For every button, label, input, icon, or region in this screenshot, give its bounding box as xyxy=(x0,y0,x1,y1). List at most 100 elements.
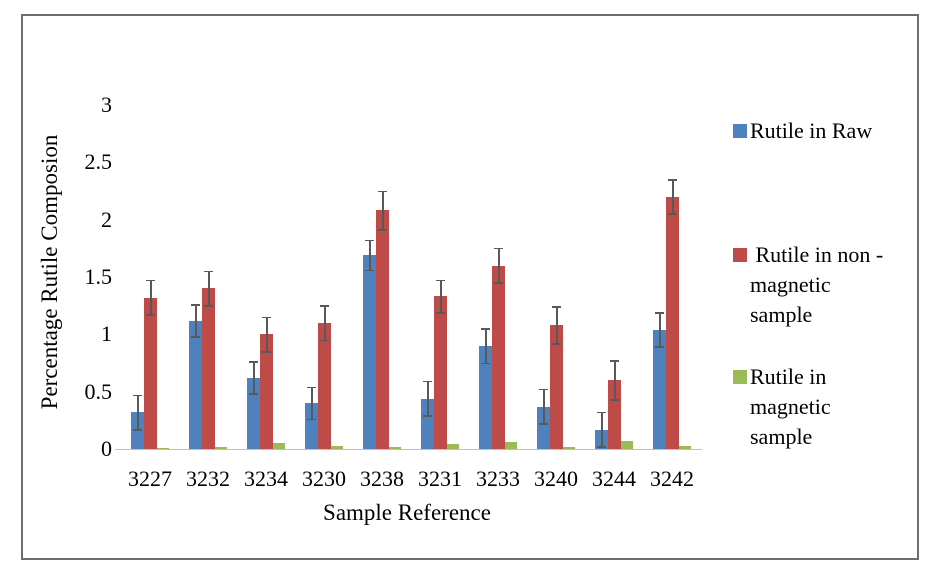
y-tick-label: 3 xyxy=(101,92,112,117)
error-bar-cap xyxy=(146,279,155,282)
error-bar xyxy=(137,395,139,430)
bar xyxy=(608,380,621,449)
bar xyxy=(273,443,285,449)
error-bar-cap xyxy=(249,393,258,395)
error-bar-cap xyxy=(655,312,664,314)
error-bar-cap xyxy=(133,429,142,431)
x-axis-title: Sample Reference xyxy=(323,500,491,525)
bar xyxy=(363,255,376,449)
error-bar-cap xyxy=(204,270,213,273)
bar xyxy=(447,444,459,449)
bar xyxy=(157,448,169,449)
bar xyxy=(421,399,434,449)
error-bar xyxy=(150,280,152,315)
bar xyxy=(537,407,550,449)
x-tick-label: 3234 xyxy=(244,466,288,491)
y-tick-label: 1 xyxy=(101,321,112,347)
bar xyxy=(247,378,260,449)
error-bar-cap xyxy=(610,399,619,401)
y-tick-label: 2 xyxy=(101,206,112,232)
error-bar xyxy=(672,179,674,214)
bar xyxy=(492,266,505,449)
error-bar-cap xyxy=(191,304,200,306)
bar xyxy=(331,446,343,449)
legend-item: Rutile in non - magnetic sample xyxy=(733,240,883,330)
figure-border xyxy=(21,14,919,560)
error-bar-cap xyxy=(249,361,258,363)
error-bar-cap xyxy=(133,394,142,397)
error-bar-cap xyxy=(146,314,155,316)
error-bar xyxy=(382,191,384,230)
error-bar xyxy=(195,304,197,337)
error-bar xyxy=(614,360,616,400)
legend-label: Rutile in non - magnetic sample xyxy=(750,240,883,330)
error-bar-cap xyxy=(552,343,561,345)
error-bar xyxy=(266,317,268,352)
legend-swatch-icon xyxy=(733,370,747,384)
error-bar xyxy=(311,387,313,420)
error-bar xyxy=(601,412,603,447)
error-bar xyxy=(253,361,255,394)
error-bar-cap xyxy=(481,362,490,364)
error-bar-cap xyxy=(320,305,329,307)
error-bar xyxy=(659,312,661,347)
bar xyxy=(215,447,227,449)
error-bar-cap xyxy=(552,306,561,308)
bar xyxy=(505,442,517,449)
bar xyxy=(434,296,447,449)
error-bar-cap xyxy=(262,316,271,319)
legend-label-line: sample xyxy=(750,302,813,327)
y-tick-label: 0.5 xyxy=(84,378,113,404)
legend-label: Rutile in magnetic sample xyxy=(750,362,831,452)
x-tick-label: 3227 xyxy=(128,466,172,491)
x-tick-label: 3231 xyxy=(418,466,462,491)
bar xyxy=(202,288,215,449)
error-bar-cap xyxy=(668,213,677,215)
error-bar-cap xyxy=(378,190,387,192)
legend-label-line: magnetic xyxy=(750,394,831,419)
error-bar xyxy=(427,381,429,416)
error-bar-cap xyxy=(610,360,619,362)
bar xyxy=(131,412,144,449)
error-bar xyxy=(440,280,442,313)
legend-label-line: Rutile in Raw xyxy=(750,118,873,143)
error-bar-cap xyxy=(539,388,548,391)
bar xyxy=(260,334,273,449)
bar xyxy=(479,346,492,449)
x-tick-label: 3230 xyxy=(302,466,346,491)
error-bar-cap xyxy=(436,279,445,282)
error-bar-cap xyxy=(365,269,374,272)
bar xyxy=(550,325,563,449)
legend-item: Rutile in magnetic sample xyxy=(733,362,831,452)
legend-label-line: sample xyxy=(750,424,813,449)
error-bar-cap xyxy=(307,418,316,421)
error-bar xyxy=(485,328,487,363)
y-tick-label: 1.5 xyxy=(84,264,113,289)
bar xyxy=(189,321,202,449)
error-bar xyxy=(556,306,558,344)
error-bar xyxy=(369,240,371,271)
y-tick-label: 2.5 xyxy=(84,149,113,175)
error-bar-cap xyxy=(307,386,316,389)
bar xyxy=(563,447,575,449)
error-bar xyxy=(208,271,210,306)
bar xyxy=(144,298,157,449)
error-bar-cap xyxy=(423,380,432,383)
error-bar-cap xyxy=(423,415,432,417)
x-tick-label: 3242 xyxy=(650,466,694,491)
x-tick-label: 3244 xyxy=(592,466,636,491)
x-axis-line xyxy=(115,449,702,450)
error-bar-cap xyxy=(436,312,445,314)
error-bar xyxy=(324,305,326,341)
legend-label-line: Rutile in xyxy=(750,364,827,389)
error-bar-cap xyxy=(191,336,200,338)
error-bar-cap xyxy=(539,423,548,425)
error-bar-cap xyxy=(668,179,677,181)
error-bar-cap xyxy=(481,328,490,330)
error-bar-cap xyxy=(262,351,271,353)
bar xyxy=(621,441,633,449)
bar xyxy=(666,197,679,449)
error-bar-cap xyxy=(378,229,387,231)
error-bar-cap xyxy=(597,411,606,414)
bar xyxy=(376,210,389,449)
